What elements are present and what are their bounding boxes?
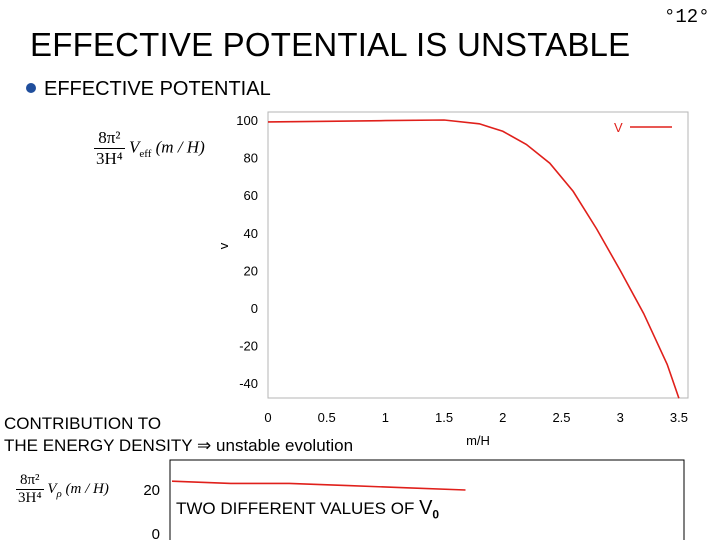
bullet-item: EFFECTIVE POTENTIAL	[26, 78, 271, 101]
two-values-symbol: V	[419, 497, 433, 519]
bottom-y-tick-label: 20	[143, 482, 160, 499]
formula-veff-argument: (m / H)	[155, 137, 205, 157]
two-values-subscript: 0	[432, 507, 440, 522]
y-tick-label: 60	[244, 188, 258, 203]
y-tick-label: 0	[251, 301, 258, 316]
x-tick-labels: 0 0.5 1 1.5 2 2.5 3 3.5	[264, 410, 688, 425]
bottom-y-tick-label: 0	[152, 526, 160, 540]
contribution-line-2: THE ENERGY DENSITY ⇒ unstable evolution	[4, 435, 353, 457]
legend-label: V	[614, 120, 623, 135]
energy-density-chart: 20 0	[143, 459, 685, 540]
two-values-caption: TWO DIFFERENT VALUES OF V0	[174, 497, 442, 522]
x-tick-label: 1.5	[435, 410, 453, 425]
y-tick-labels: 100 80 60 40 20 0 -20 -40	[236, 113, 258, 391]
bullet-text: EFFECTIVE POTENTIAL	[44, 78, 271, 100]
series-line-v	[267, 119, 680, 399]
formula-vrho-subscript: ρ	[56, 487, 62, 500]
y-tick-label: 40	[244, 226, 258, 241]
bullet-dot-icon	[26, 83, 36, 93]
y-tick-label: -20	[239, 339, 258, 354]
slide-number-value: 12	[675, 6, 699, 28]
x-tick-label: 3	[617, 410, 624, 425]
formula-vrho: 8π² 3H⁴ Vρ (m / H)	[16, 472, 109, 507]
formula-veff-denominator: 3H⁴	[96, 149, 123, 168]
slide-number-ring-left: °	[664, 6, 676, 28]
formula-vrho-numerator: 8π²	[16, 472, 44, 490]
x-tick-label: 1	[382, 410, 389, 425]
formula-veff: 8π² 3H⁴ Veff (m / H)	[94, 128, 205, 169]
contribution-line-2-suffix: unstable evolution	[216, 436, 354, 455]
contribution-line-2-prefix: THE ENERGY DENSITY	[4, 436, 193, 455]
y-tick-label: 80	[244, 151, 258, 166]
x-tick-label: 0.5	[318, 410, 336, 425]
effective-potential-chart: 100 80 60 40 20 0 -20 -40 0 0.5 1 1.5 2 2.5 3 3.5 v m/…	[216, 111, 689, 448]
x-tick-label: 2	[499, 410, 506, 425]
slide-number: °12°	[664, 6, 710, 28]
formula-vrho-denominator: 3H⁴	[18, 490, 42, 506]
contribution-text: CONTRIBUTION TO THE ENERGY DENSITY ⇒ uns…	[4, 413, 353, 457]
y-tick-label: -40	[239, 376, 258, 391]
formula-vrho-symbol: V	[47, 480, 57, 497]
y-tick-label: 100	[236, 113, 258, 128]
y-axis-label: v	[216, 242, 231, 249]
bottom-y-tick-labels: 20 0	[143, 482, 160, 540]
formula-veff-numerator: 8π²	[94, 128, 125, 149]
x-tick-label: 3.5	[670, 410, 688, 425]
formula-veff-symbol: V	[128, 137, 140, 157]
formula-veff-fraction: 8π² 3H⁴	[94, 128, 125, 169]
formula-veff-subscript: eff	[139, 147, 152, 160]
formula-vrho-fraction: 8π² 3H⁴	[16, 472, 44, 507]
y-tick-label: 20	[244, 263, 258, 278]
implies-arrow-icon: ⇒	[197, 436, 212, 455]
x-tick-label: 0	[264, 410, 271, 425]
x-tick-label: 2.5	[552, 410, 570, 425]
contribution-line-1: CONTRIBUTION TO	[4, 414, 162, 433]
plot-area-frame	[267, 111, 689, 399]
slide-title: EFFECTIVE POTENTIAL IS UNSTABLE	[30, 26, 631, 63]
bottom-series-line	[171, 480, 466, 491]
formula-vrho-argument: (m / H)	[65, 480, 109, 497]
x-axis-label: m/H	[466, 433, 490, 448]
slide-number-ring-right: °	[698, 6, 710, 28]
bottom-plot-frame	[169, 459, 685, 540]
two-values-text: TWO DIFFERENT VALUES OF	[176, 499, 415, 518]
